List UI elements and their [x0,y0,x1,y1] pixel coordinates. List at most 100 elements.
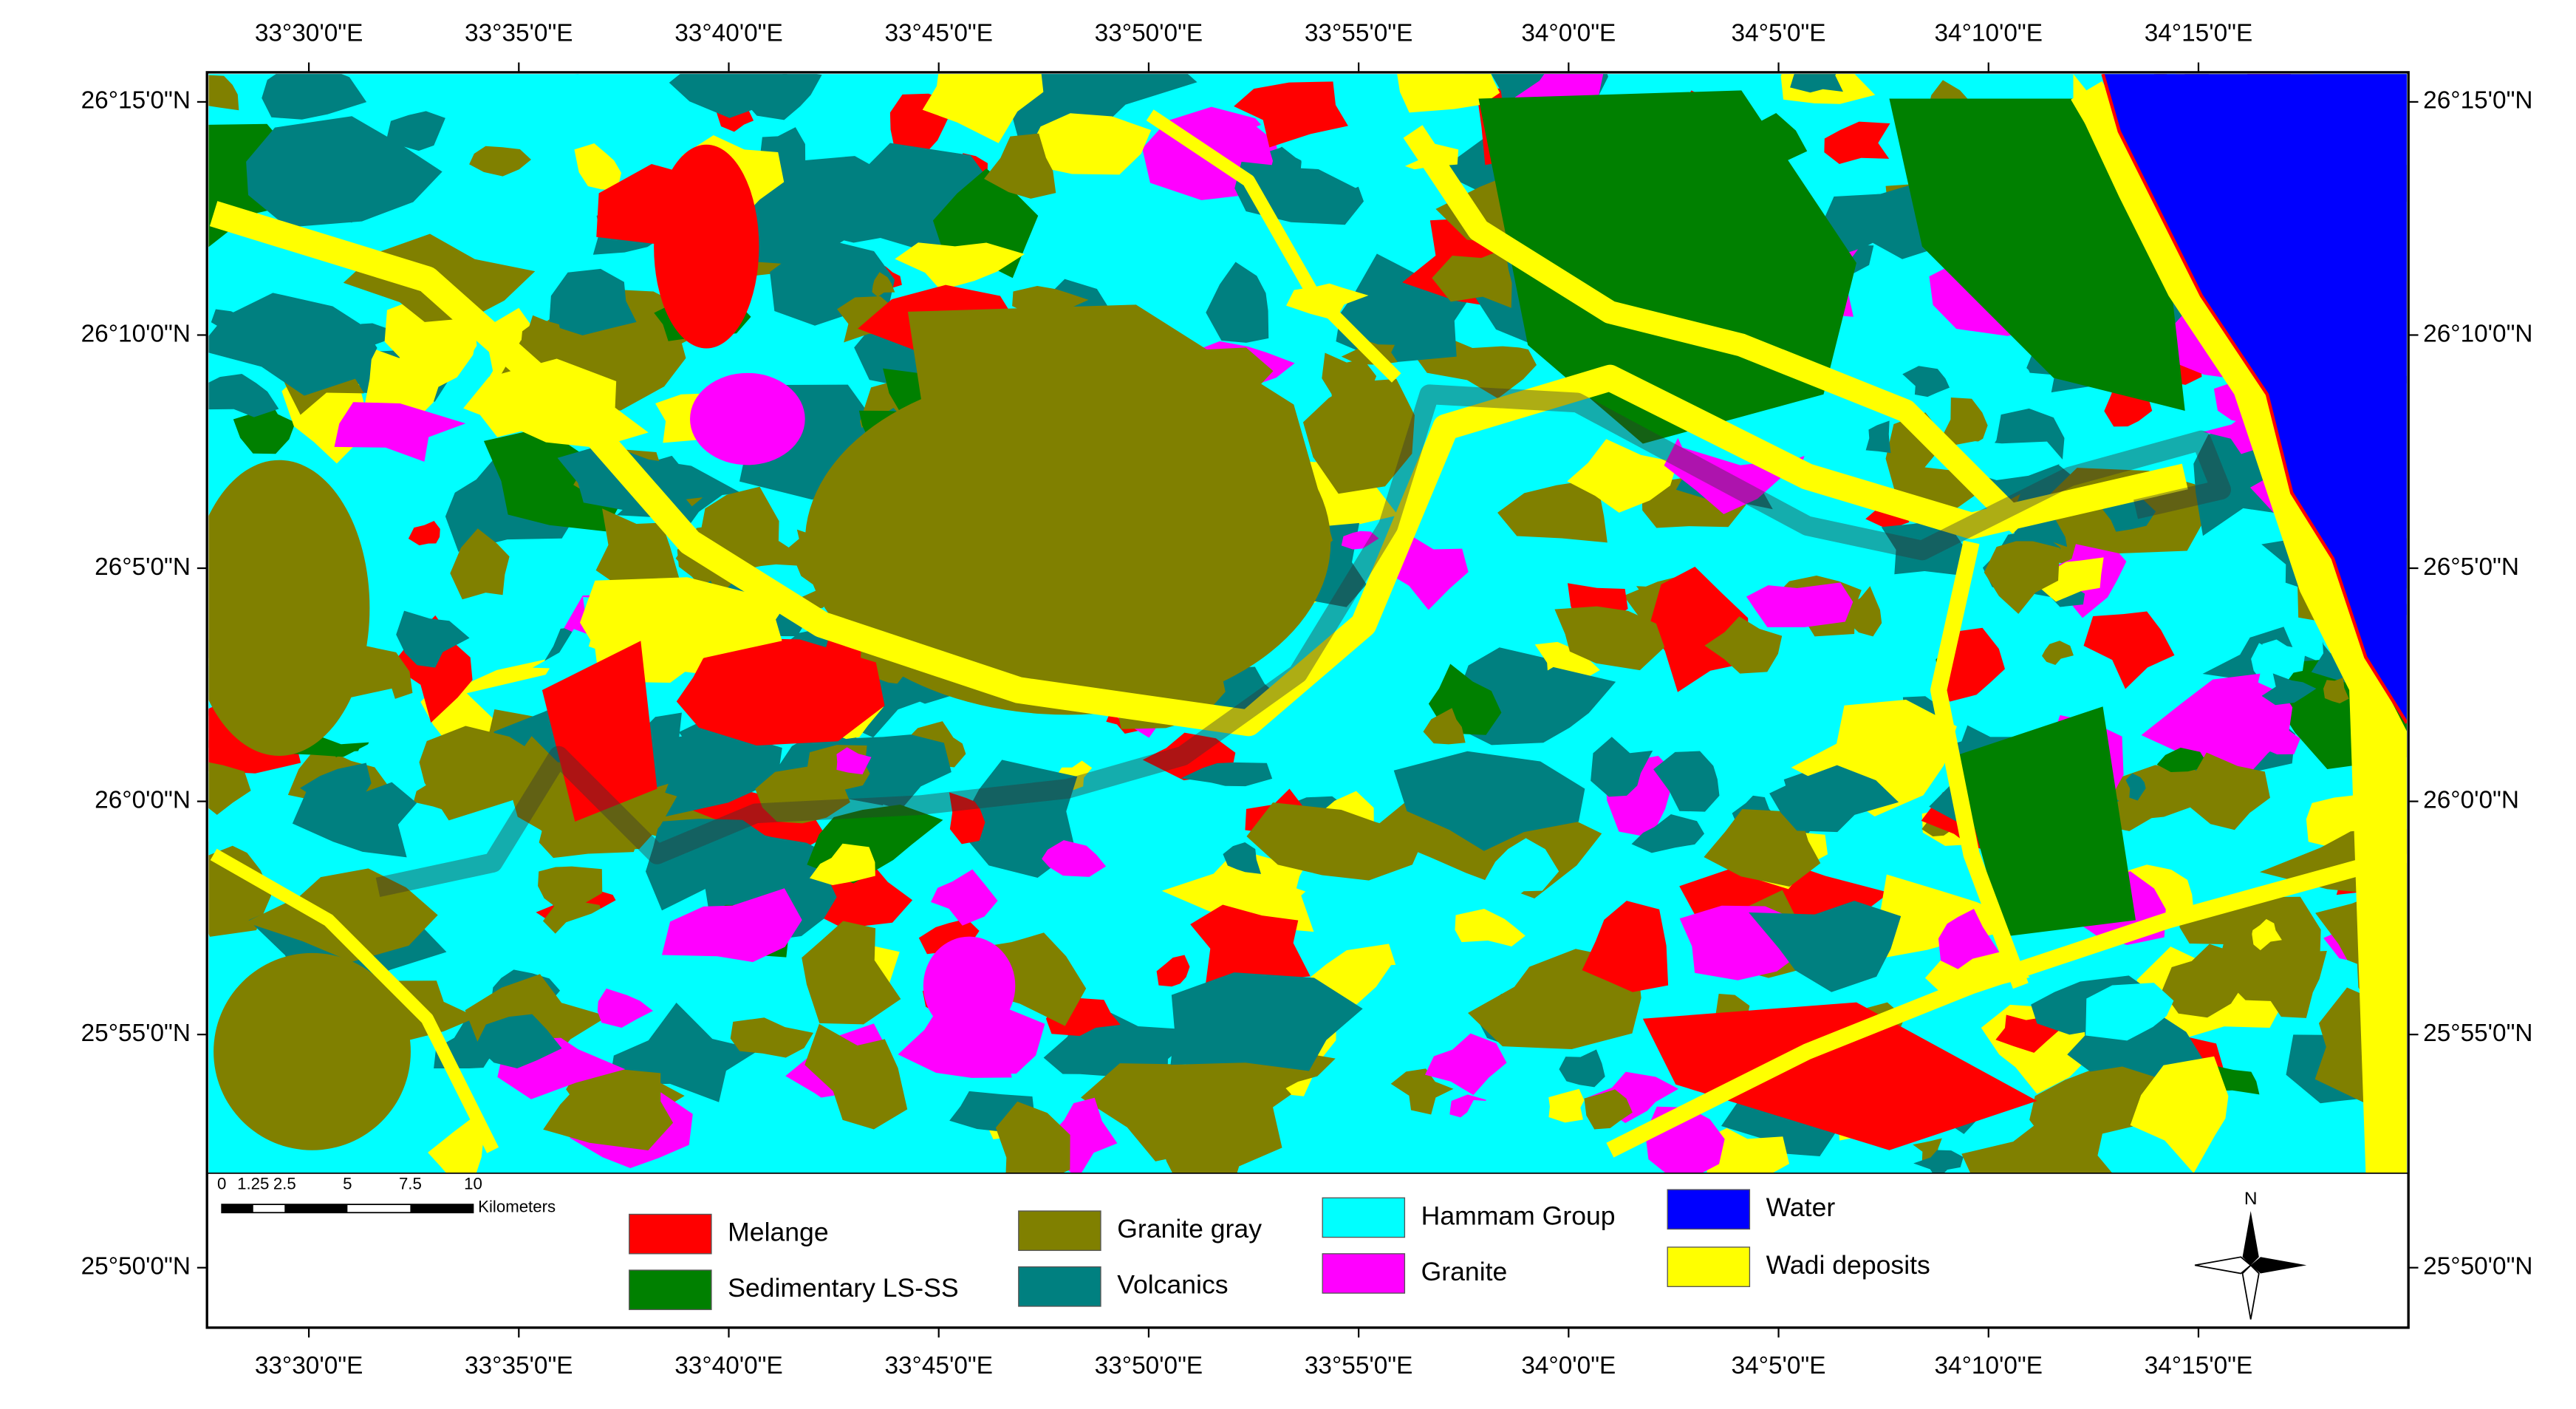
rock-unit [208,373,279,417]
rock-unit [211,309,245,341]
latitude-label: 25°50'0"N [81,1253,191,1280]
scale-label: 1.25 [237,1174,269,1193]
latitude-label: 25°50'0"N [2423,1253,2532,1280]
melange-body [1642,1002,2037,1150]
longitude-label: 33°30'0"E [255,1352,363,1379]
legend-swatch [629,1213,712,1255]
latitude-label: 26°0'0"N [95,786,191,813]
rock-unit [538,866,603,910]
rock-unit [1567,439,1678,513]
rock-unit [755,766,850,824]
rock-unit [1769,765,1899,833]
north-label: N [2244,1189,2258,1209]
rock-unit [1559,1049,1605,1088]
longitude-label: 33°55'0"E [1305,20,1413,47]
scale-bar: 0 1.25 2.5 5 7.5 10 Kilometers [217,1174,556,1215]
rock-unit [804,1023,908,1130]
rock-unit [386,111,445,151]
longitude-label: 34°15'0"E [2145,1352,2253,1379]
rock-unit [408,520,440,546]
rock-unit [1863,874,2037,962]
north-arrow-point [2242,1211,2259,1266]
granite-body [690,372,805,465]
rock-unit [475,1014,562,1068]
rock-unit [245,868,438,962]
scale-label: 0 [217,1174,226,1193]
rock-unit [233,396,295,454]
longitude-label: 34°0'0"E [1521,20,1616,47]
rock-unit [1902,366,1950,398]
rock-unit [1704,616,1783,674]
rock-unit [645,819,780,911]
scale-label: 7.5 [399,1174,422,1193]
legend-label: Melange [728,1218,828,1247]
rock-unit [1641,476,1746,528]
graticule-labels: 33°30'0"E 33°30'0"E 33°35'0"E 33°35'0"E 33°4… [81,20,2533,1380]
rock-unit [730,1017,814,1058]
rock-unit [1234,81,1348,148]
rock-unit [809,843,875,886]
latitude-label: 26°5'0"N [2423,553,2519,581]
rock-unit [1246,802,1425,881]
rock-unit [1390,1068,1454,1115]
scale-bar-segment [284,1204,348,1213]
longitude-label: 33°35'0"E [465,1352,573,1379]
rock-unit [1497,479,1608,543]
longitude-label: 34°15'0"E [2145,20,2253,47]
rock-unit [1031,113,1152,175]
legend-label: Hammam Group [1421,1201,1616,1230]
wadi-deposit [209,201,2188,737]
longitude-label: 34°5'0"E [1732,20,1826,47]
scale-label: 2.5 [273,1174,296,1193]
rock-unit [544,893,655,975]
longitude-label: 34°0'0"E [1521,1352,1616,1379]
longitude-label: 33°45'0"E [884,20,993,47]
wadi-deposit [1146,109,1401,383]
rock-unit [1582,901,1669,992]
longitude-label: 33°50'0"E [1095,20,1203,47]
rock-unit [1650,567,1749,692]
rock-unit [549,268,637,335]
rock-unit [802,921,901,1025]
rock-unit [483,429,629,532]
rock-unit [2125,773,2146,801]
rock-unit [1631,813,1705,853]
rock-unit [949,792,985,845]
rock-unit [1749,901,1902,992]
rock-unit [995,1101,1070,1173]
rock-unit [334,402,466,462]
wadi-deposit [1930,540,2029,989]
rock-unit [208,762,251,815]
rock-unit [1591,737,1653,797]
longitude-label: 34°10'0"E [1935,1352,2043,1379]
rock-unit [1156,955,1190,987]
legend-swatch [1667,1246,1751,1287]
rock-unit [1746,582,1854,627]
rock-unit [1170,972,1363,1071]
melange-body [654,144,759,349]
rock-unit [543,1068,674,1150]
rock-unit [931,869,998,926]
legend-swatch [1018,1266,1101,1307]
rock-unit [1554,606,1665,671]
rock-unit [2162,944,2247,1018]
rock-unit [1424,1033,1507,1095]
latitude-label: 25°55'0"N [81,1020,191,1047]
rock-unit [246,116,443,228]
scale-bar-segment [222,1204,253,1213]
rock-unit [1161,849,1325,932]
rock-unit [1938,909,2000,969]
rock-unit [1341,530,1379,550]
rock-unit [1393,751,1585,851]
east-arrow-point [2250,1257,2307,1274]
rock-unit [1423,708,1466,745]
longitude-label: 33°30'0"E [255,20,363,47]
rock-unit [1452,666,1616,746]
longitude-label: 33°40'0"E [674,20,783,47]
rock-unit [469,146,531,177]
route-track [375,384,2231,897]
rock-unit [1824,121,1890,164]
rock-unit [1042,840,1107,877]
